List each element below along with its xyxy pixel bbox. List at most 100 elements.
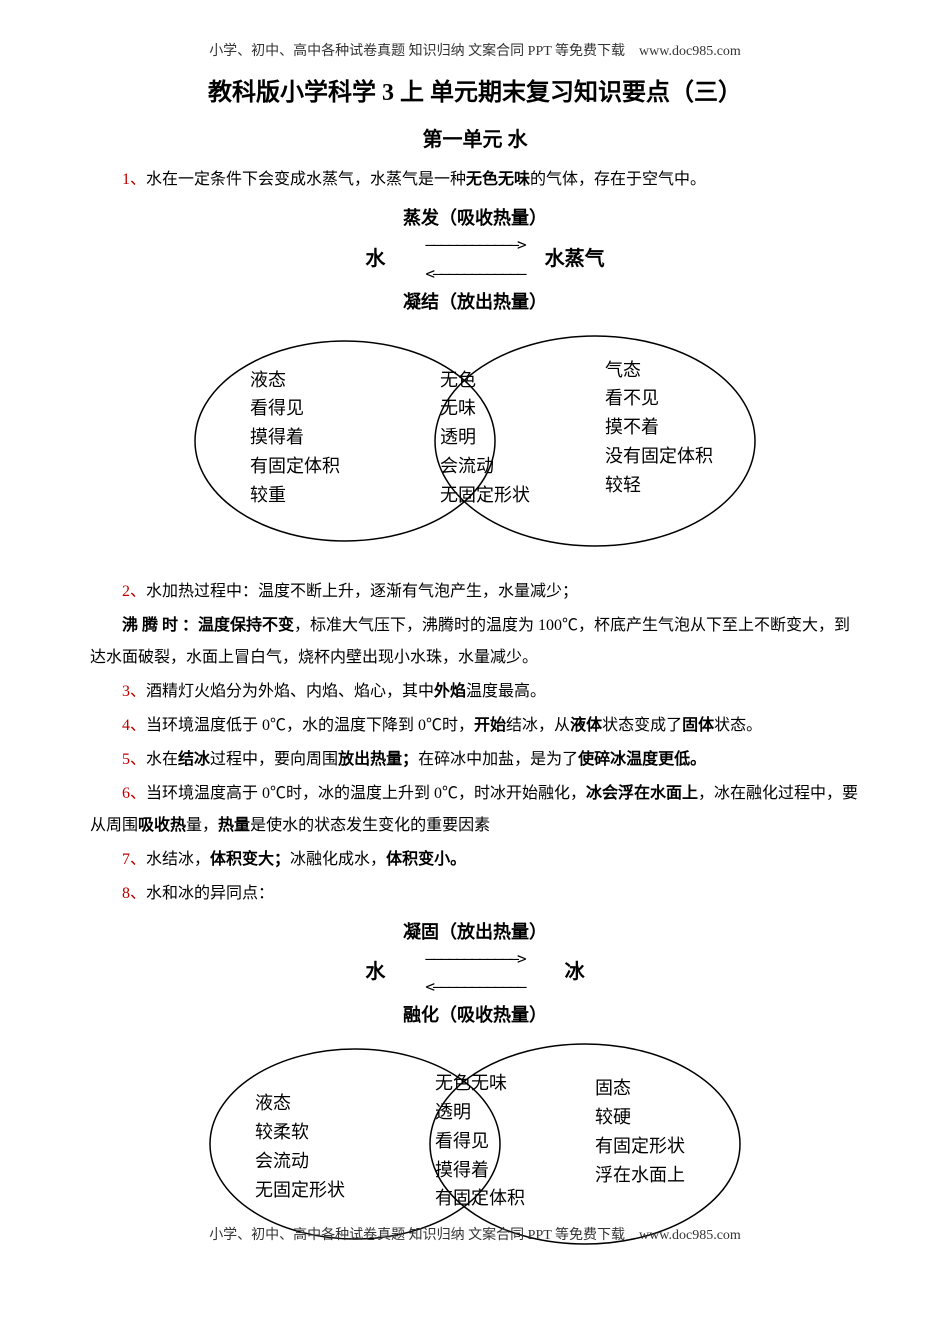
text-line: 无色: [440, 366, 530, 395]
venn-right-text: 气态 看不见 摸不着 没有固定体积 较轻: [605, 356, 713, 500]
arrow-right-line: ————————————>: [425, 949, 524, 968]
text-line: 无色无味: [435, 1069, 525, 1098]
arrow-lines: ————————————> <————————————: [425, 944, 524, 1002]
text-line: 较轻: [605, 471, 713, 500]
text-line: 液态: [255, 1089, 345, 1118]
text-line: 摸不着: [605, 413, 713, 442]
arrow-left-line: <————————————: [425, 264, 524, 283]
para-num: 2、: [122, 583, 146, 600]
bold-text: 吸收热: [138, 817, 186, 834]
text-line: 透明: [435, 1098, 525, 1127]
venn-mid-text: 无色无味 透明 看得见 摸得着 有固定体积: [435, 1069, 525, 1213]
text: 的气体，存在于空气中。: [530, 171, 706, 188]
text-line: 透明: [440, 423, 530, 452]
text: 水结冰，: [146, 851, 210, 868]
text-line: 看不见: [605, 384, 713, 413]
arrow-left: 水: [345, 243, 405, 275]
venn-left-text: 液态 较柔软 会流动 无固定形状: [255, 1089, 345, 1204]
text-line: 浮在水面上: [595, 1161, 685, 1190]
text-line: 摸得着: [250, 423, 340, 452]
para-num: 1、: [122, 171, 146, 188]
bold-text: 体积变小。: [386, 851, 466, 868]
text: 量，: [186, 817, 218, 834]
text-line: 看得见: [435, 1127, 525, 1156]
arrow-lines: ————————————> <————————————: [425, 230, 524, 288]
para-num: 6、: [122, 785, 146, 802]
text-line: 摸得着: [435, 1156, 525, 1185]
bold-text: 无色无味: [466, 171, 530, 188]
para-num: 3、: [122, 683, 146, 700]
text-line: 有固定形状: [595, 1132, 685, 1161]
venn-diagram-2: 液态 较柔软 会流动 无固定形状 无色无味 透明 看得见 摸得着 有固定体积 固…: [185, 1039, 765, 1249]
arrow-right: 冰: [545, 956, 605, 988]
para-7: 7、水结冰，体积变大；冰融化成水，体积变小。: [90, 844, 860, 876]
text-line: 较硬: [595, 1103, 685, 1132]
unit-subtitle: 第一单元 水: [90, 123, 860, 152]
text: 在碎冰中加盐，是为了: [418, 751, 578, 768]
venn-diagram-1: 液态 看得见 摸得着 有固定体积 较重 无色 无味 透明 会流动 无固定形状 气…: [165, 326, 785, 556]
arrow-bottom-label: 凝结（放出热量）: [90, 288, 860, 314]
text-line: 有固定体积: [435, 1184, 525, 1213]
para-4: 4、当环境温度低于 0℃，水的温度下降到 0℃时，开始结冰，从液体状态变成了固体…: [90, 710, 860, 742]
para-2b: 沸 腾 时 ：温度保持不变，标准大气压下，沸腾时的温度为 100℃，杯底产生气泡…: [90, 610, 860, 674]
para-1: 1、水在一定条件下会变成水蒸气，水蒸气是一种无色无味的气体，存在于空气中。: [90, 164, 860, 196]
para-8: 8、水和冰的异同点：: [90, 878, 860, 910]
bold-text: 冰会浮在水面上: [586, 785, 698, 802]
text-line: 气态: [605, 356, 713, 385]
venn-mid-text: 无色 无味 透明 会流动 无固定形状: [440, 366, 530, 510]
bold-text: 热量: [218, 817, 250, 834]
text: 是使水的状态发生变化的重要因素: [250, 817, 490, 834]
arrow-top-label: 凝固（放出热量）: [90, 918, 860, 944]
page-footer: 小学、初中、高中各种试卷真题 知识归纳 文案合同 PPT 等免费下载 www.d…: [0, 1224, 950, 1244]
text-line: 较重: [250, 481, 340, 510]
text-line: 会流动: [255, 1147, 345, 1176]
bold-text: 结冰: [178, 751, 210, 768]
text-line: 固态: [595, 1074, 685, 1103]
text: 水在一定条件下会变成水蒸气，水蒸气是一种: [146, 171, 466, 188]
para-num: 7、: [122, 851, 146, 868]
text-line: 液态: [250, 366, 340, 395]
bold-text: 使碎冰温度更低。: [578, 751, 706, 768]
para-6: 6、当环境温度高于 0℃时，冰的温度上升到 0℃，时冰开始融化，冰会浮在水面上，…: [90, 778, 860, 842]
text-line: 有固定体积: [250, 452, 340, 481]
text: 水在: [146, 751, 178, 768]
arrow-left-line: <————————————: [425, 977, 524, 996]
page-title: 教科版小学科学 3 上 单元期末复习知识要点（三）: [90, 72, 860, 107]
para-2: 2、水加热过程中：温度不断上升，逐渐有气泡产生，水量减少；: [90, 576, 860, 608]
text: 水加热过程中：温度不断上升，逐渐有气泡产生，水量减少；: [146, 583, 578, 600]
venn-right-text: 固态 较硬 有固定形状 浮在水面上: [595, 1074, 685, 1189]
text-line: 较柔软: [255, 1118, 345, 1147]
bold-text: 固体: [682, 717, 714, 734]
bold-text: 开始: [474, 717, 506, 734]
text: 状态变成了: [602, 717, 682, 734]
text: 过程中，要向周围: [210, 751, 338, 768]
text-line: 没有固定体积: [605, 442, 713, 471]
venn-left-text: 液态 看得见 摸得着 有固定体积 较重: [250, 366, 340, 510]
arrow-bottom-label: 融化（吸收热量）: [90, 1001, 860, 1027]
text: 温度最高。: [466, 683, 546, 700]
bold-text: 沸 腾 时 ：温度保持不变: [122, 617, 294, 634]
text: 水和冰的异同点：: [146, 885, 274, 902]
arrow-left: 水: [345, 956, 405, 988]
page-header: 小学、初中、高中各种试卷真题 知识归纳 文案合同 PPT 等免费下载 www.d…: [90, 40, 860, 60]
bold-text: 放出热量；: [338, 751, 418, 768]
text: 状态。: [714, 717, 762, 734]
text-line: 会流动: [440, 452, 530, 481]
arrow-diagram-1: 蒸发（吸收热量） 水 ————————————> <———————————— 水…: [90, 204, 860, 314]
text-line: 无固定形状: [255, 1176, 345, 1205]
bold-text: 外焰: [434, 683, 466, 700]
text: 结冰，从: [506, 717, 570, 734]
text: 当环境温度高于 0℃时，冰的温度上升到 0℃，时冰开始融化，: [146, 785, 586, 802]
text: 当环境温度低于 0℃，水的温度下降到 0℃时，: [146, 717, 474, 734]
para-num: 8、: [122, 885, 146, 902]
arrow-diagram-2: 凝固（放出热量） 水 ————————————> <———————————— 冰…: [90, 918, 860, 1028]
para-5: 5、水在结冰过程中，要向周围放出热量；在碎冰中加盐，是为了使碎冰温度更低。: [90, 744, 860, 776]
text-line: 无固定形状: [440, 481, 530, 510]
para-3: 3、酒精灯火焰分为外焰、内焰、焰心，其中外焰温度最高。: [90, 676, 860, 708]
text: 酒精灯火焰分为外焰、内焰、焰心，其中: [146, 683, 434, 700]
arrow-right: 水蒸气: [545, 243, 605, 275]
bold-text: 体积变大；: [210, 851, 290, 868]
bold-text: 液体: [570, 717, 602, 734]
text-line: 看得见: [250, 394, 340, 423]
para-num: 5、: [122, 751, 146, 768]
